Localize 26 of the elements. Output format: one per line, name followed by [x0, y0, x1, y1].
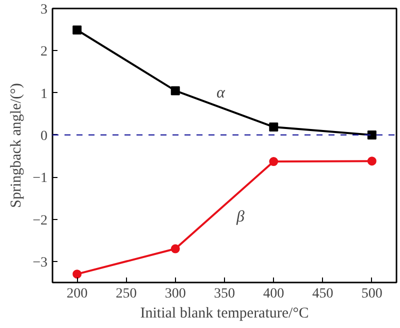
y-tick-label: 2	[40, 44, 48, 60]
point	[170, 244, 180, 254]
point	[72, 26, 82, 34]
point	[367, 156, 376, 166]
x-tick-label: 350	[214, 286, 235, 302]
y-tick-label: 0	[40, 128, 48, 144]
x-tick-label: 200	[66, 286, 88, 302]
point	[269, 157, 278, 166]
x-tick-label: 500	[361, 286, 382, 302]
y-tick-label: −3	[32, 255, 48, 270]
series-label: α	[216, 84, 226, 102]
x-tick-label: 450	[312, 286, 334, 302]
y-tick-label: −2	[32, 213, 48, 228]
x-tick-label: 400	[263, 286, 284, 302]
x-axis-title: Initial blank temperature/°C	[140, 306, 309, 322]
point	[269, 122, 278, 132]
y-tick-label: 1	[40, 86, 48, 102]
x-tick-label: 250	[116, 286, 137, 302]
point	[72, 270, 82, 279]
series-label: β	[236, 208, 244, 226]
y-axis-title: Springback angle/(°)	[8, 83, 25, 208]
point	[170, 86, 180, 96]
x-tick-label: 300	[164, 286, 186, 302]
y-tick-label: 3	[40, 2, 48, 18]
point	[367, 130, 376, 140]
y-tick-label: −1	[32, 171, 48, 186]
